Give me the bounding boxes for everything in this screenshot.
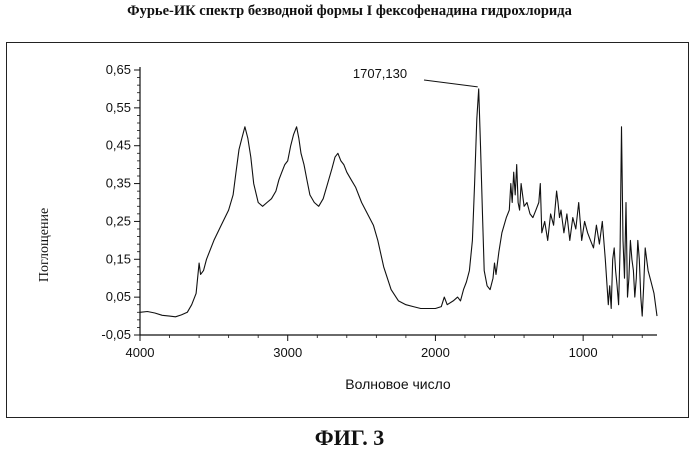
x-tick-label: 1000 — [569, 345, 598, 360]
x-tick-label: 3000 — [273, 345, 302, 360]
spectrum-series — [139, 88, 658, 318]
spectrum-line — [139, 88, 658, 318]
peak-annotation: 1707,130 — [353, 66, 478, 88]
x-tick-label: 2000 — [421, 345, 450, 360]
y-tick-label: 0,15 — [106, 251, 131, 266]
y-axis-ticks: 0,65 0,55 0,45 0,35 0,25 0,15 0,05 -0,05 — [101, 62, 140, 342]
y-tick-label: 0,55 — [106, 100, 131, 115]
y-tick-label: 0,05 — [106, 289, 131, 304]
y-tick-label: -0,05 — [101, 327, 131, 342]
page-title: Фурье-ИК спектр безводной формы I фексоф… — [127, 3, 572, 19]
y-tick-label: 0,45 — [106, 138, 131, 153]
x-axis-title: Волновое число — [345, 376, 451, 392]
y-tick-label: 0,25 — [106, 213, 131, 228]
y-tick-label: 0,35 — [106, 176, 131, 191]
peak-label: 1707,130 — [353, 66, 407, 81]
x-tick-label: 4000 — [126, 345, 155, 360]
chart-frame — [6, 42, 689, 418]
figure-label: ФИГ. 3 — [314, 425, 385, 450]
peak-leader-line — [423, 79, 478, 88]
y-tick-label: 0,65 — [106, 62, 131, 77]
axes — [139, 67, 657, 336]
y-axis-title: Поглощение — [37, 208, 52, 282]
x-axis-ticks: 4000 3000 2000 1000 — [126, 335, 643, 360]
